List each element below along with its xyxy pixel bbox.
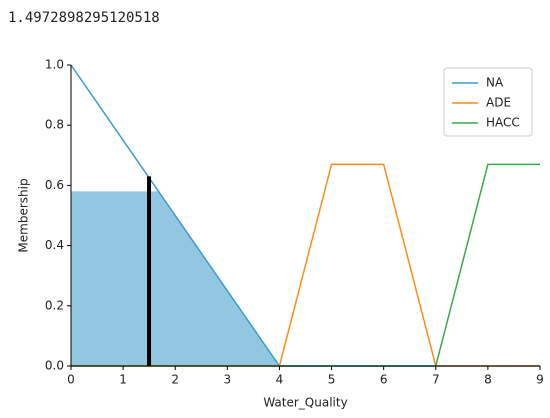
x-tick-label: 1 [119, 373, 127, 387]
activation-area [71, 191, 280, 366]
x-tick-label: 2 [171, 373, 179, 387]
y-axis-label: Membership [17, 178, 31, 252]
y-tick-label: 0.4 [45, 238, 64, 252]
x-tick-label: 3 [224, 373, 232, 387]
x-tick-label: 4 [276, 373, 284, 387]
y-tick-label: 0.6 [45, 178, 64, 192]
legend-label: ADE [486, 96, 511, 110]
x-tick-label: 9 [536, 373, 544, 387]
x-tick-label: 7 [432, 373, 440, 387]
x-axis-label: Water_Quality [263, 396, 347, 410]
legend-label: HACC [486, 116, 520, 130]
y-tick-label: 0.8 [45, 118, 64, 132]
y-tick-label: 0.2 [45, 298, 64, 312]
x-tick-label: 8 [484, 373, 492, 387]
legend-label: NA [486, 76, 504, 90]
x-tick-label: 6 [380, 373, 388, 387]
legend-box [443, 67, 533, 137]
x-tick-label: 0 [67, 373, 75, 387]
legend: NA ADE HACC [443, 67, 533, 137]
x-tick-label: 5 [328, 373, 336, 387]
y-tick-label: 0.0 [45, 359, 64, 373]
y-tick-label: 1.0 [45, 58, 64, 72]
output-value: 1.4972898295120518 [8, 10, 160, 26]
